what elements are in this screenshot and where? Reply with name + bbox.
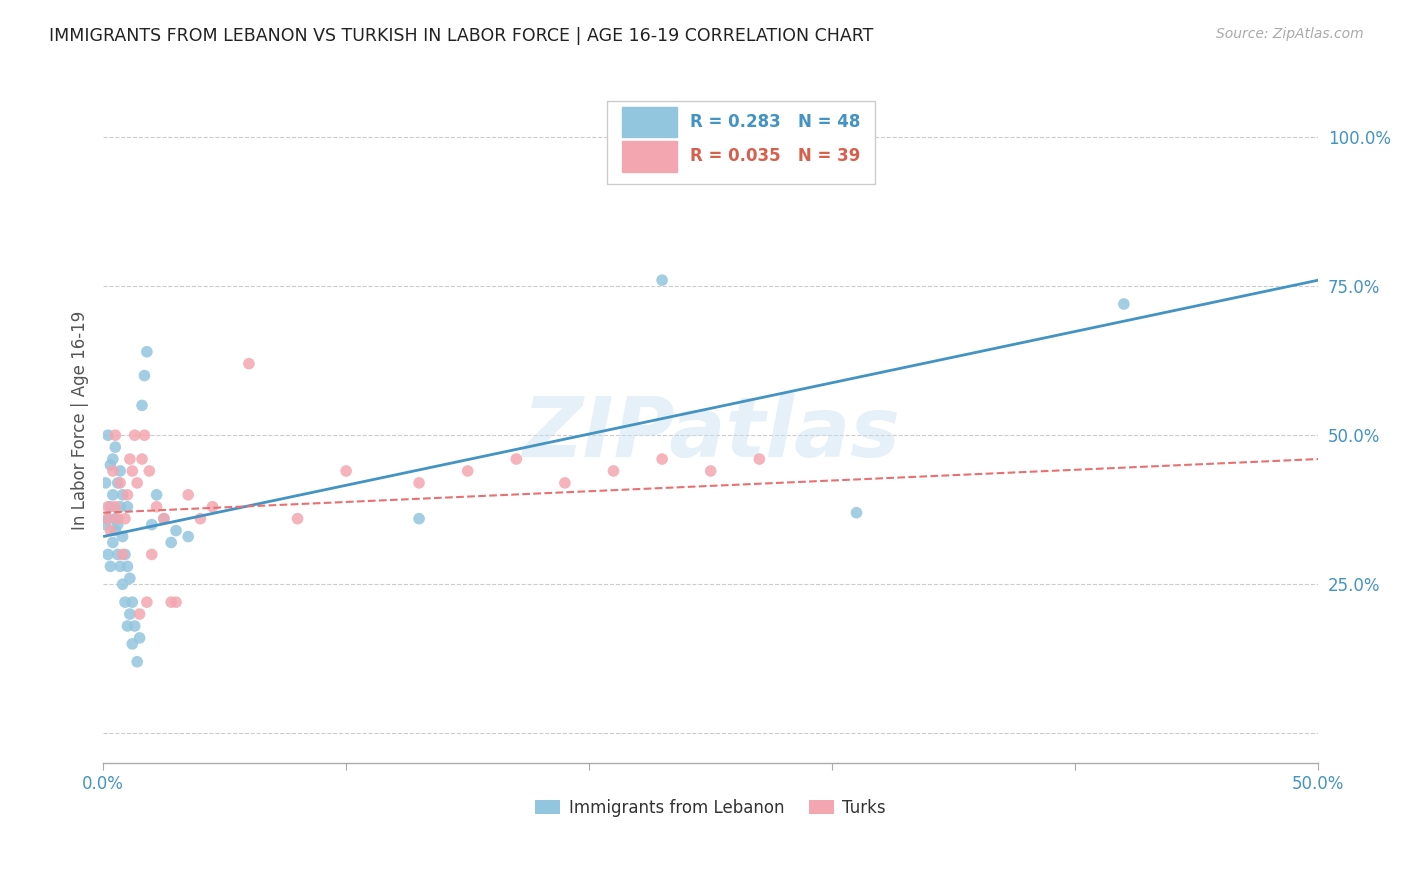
Point bbox=[457, 464, 479, 478]
Point bbox=[127, 655, 149, 669]
Point bbox=[287, 511, 309, 525]
Point bbox=[118, 607, 141, 621]
Point bbox=[153, 511, 176, 525]
Point bbox=[201, 500, 224, 514]
Point bbox=[111, 488, 134, 502]
Point bbox=[94, 475, 117, 490]
Point bbox=[111, 530, 134, 544]
Point bbox=[114, 511, 136, 525]
Point bbox=[101, 464, 124, 478]
Point bbox=[335, 464, 357, 478]
Point bbox=[699, 464, 721, 478]
Point bbox=[107, 548, 129, 562]
Point bbox=[124, 619, 146, 633]
Point bbox=[117, 559, 139, 574]
Point bbox=[135, 595, 157, 609]
Point bbox=[97, 548, 120, 562]
Point bbox=[188, 511, 211, 525]
Point bbox=[153, 511, 176, 525]
Point bbox=[111, 577, 134, 591]
Point bbox=[141, 548, 163, 562]
Point bbox=[505, 452, 527, 467]
Point bbox=[107, 511, 129, 525]
Point bbox=[104, 511, 127, 525]
Point bbox=[97, 500, 120, 514]
Point bbox=[602, 464, 624, 478]
Point bbox=[127, 475, 149, 490]
Point bbox=[107, 517, 129, 532]
Point bbox=[141, 517, 163, 532]
Point bbox=[104, 440, 127, 454]
Point bbox=[111, 548, 134, 562]
Point bbox=[408, 511, 430, 525]
Point bbox=[114, 548, 136, 562]
Point bbox=[97, 511, 120, 525]
Point bbox=[100, 500, 122, 514]
Point bbox=[134, 428, 156, 442]
Point bbox=[104, 428, 127, 442]
Point bbox=[104, 524, 127, 538]
Text: R = 0.283   N = 48: R = 0.283 N = 48 bbox=[690, 113, 860, 131]
FancyBboxPatch shape bbox=[607, 102, 875, 184]
Point bbox=[107, 475, 129, 490]
Point bbox=[114, 595, 136, 609]
Text: ZIPatlas: ZIPatlas bbox=[522, 393, 900, 475]
Point bbox=[121, 595, 143, 609]
Point bbox=[408, 475, 430, 490]
Point bbox=[554, 475, 576, 490]
Point bbox=[108, 559, 131, 574]
Point bbox=[94, 517, 117, 532]
Bar bbox=[621, 141, 676, 172]
Point bbox=[124, 428, 146, 442]
Point bbox=[131, 452, 153, 467]
Point bbox=[238, 357, 260, 371]
Point bbox=[100, 524, 122, 538]
Y-axis label: In Labor Force | Age 16-19: In Labor Force | Age 16-19 bbox=[72, 310, 89, 530]
Text: IMMIGRANTS FROM LEBANON VS TURKISH IN LABOR FORCE | AGE 16-19 CORRELATION CHART: IMMIGRANTS FROM LEBANON VS TURKISH IN LA… bbox=[49, 27, 873, 45]
Point bbox=[160, 535, 183, 549]
Point bbox=[845, 506, 868, 520]
Point bbox=[651, 452, 673, 467]
Bar bbox=[621, 106, 676, 137]
Point bbox=[121, 464, 143, 478]
Point bbox=[1112, 297, 1135, 311]
Point bbox=[160, 595, 183, 609]
Point bbox=[101, 488, 124, 502]
Point bbox=[97, 428, 120, 442]
Point bbox=[100, 458, 122, 472]
Point bbox=[165, 595, 187, 609]
Point bbox=[118, 452, 141, 467]
Point bbox=[108, 500, 131, 514]
Point bbox=[97, 511, 120, 525]
Point bbox=[101, 452, 124, 467]
Point bbox=[121, 637, 143, 651]
Point bbox=[117, 500, 139, 514]
Point bbox=[101, 535, 124, 549]
Point bbox=[131, 398, 153, 412]
Legend: Immigrants from Lebanon, Turks: Immigrants from Lebanon, Turks bbox=[529, 792, 893, 823]
Point bbox=[117, 488, 139, 502]
Point bbox=[134, 368, 156, 383]
Point bbox=[108, 464, 131, 478]
Point bbox=[104, 500, 127, 514]
Point bbox=[128, 607, 150, 621]
Point bbox=[651, 273, 673, 287]
Point bbox=[117, 619, 139, 633]
Point bbox=[748, 452, 770, 467]
Point bbox=[108, 475, 131, 490]
Text: R = 0.035   N = 39: R = 0.035 N = 39 bbox=[690, 147, 860, 165]
Point bbox=[128, 631, 150, 645]
Point bbox=[138, 464, 160, 478]
Point bbox=[118, 571, 141, 585]
Point bbox=[165, 524, 187, 538]
Text: Source: ZipAtlas.com: Source: ZipAtlas.com bbox=[1216, 27, 1364, 41]
Point bbox=[100, 559, 122, 574]
Point bbox=[145, 500, 167, 514]
Point bbox=[177, 488, 200, 502]
Point bbox=[145, 488, 167, 502]
Point bbox=[177, 530, 200, 544]
Point bbox=[135, 344, 157, 359]
